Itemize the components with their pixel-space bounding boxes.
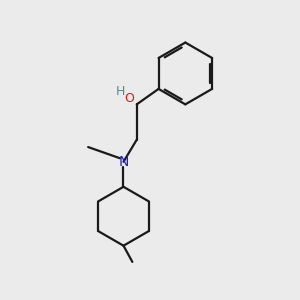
Text: H: H <box>116 85 126 98</box>
Text: N: N <box>118 155 129 169</box>
Text: O: O <box>124 92 134 105</box>
